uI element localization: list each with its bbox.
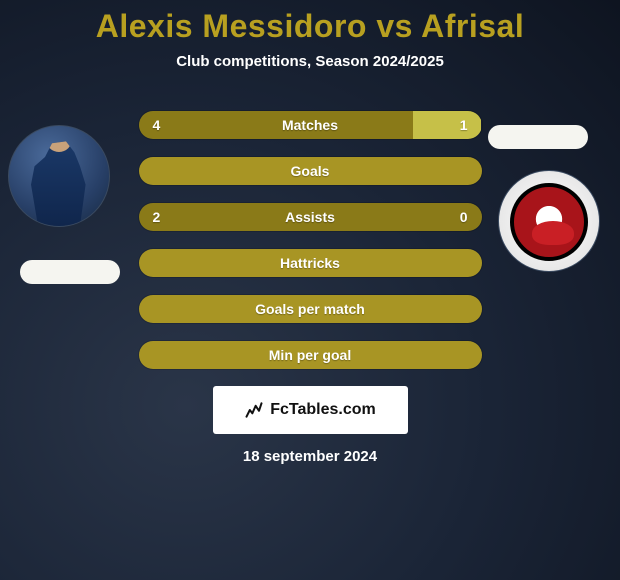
stat-bar-value-left: 4 bbox=[153, 111, 161, 139]
player-name-pill-left bbox=[20, 260, 120, 284]
date-text: 18 september 2024 bbox=[0, 448, 620, 465]
stat-bar-left-segment bbox=[139, 157, 311, 185]
stat-bar-row: Matches41 bbox=[138, 110, 483, 140]
player-silhouette-icon bbox=[24, 134, 94, 226]
stat-bars-container: Matches41GoalsAssists20HattricksGoals pe… bbox=[138, 110, 483, 370]
stat-bar-left-segment bbox=[139, 249, 311, 277]
player-avatar-left bbox=[8, 125, 110, 227]
stat-bar-value-left: 2 bbox=[153, 203, 161, 231]
stat-bar-right-segment bbox=[310, 249, 482, 277]
player-avatar-right bbox=[498, 170, 600, 272]
stat-bar-right-segment bbox=[310, 157, 482, 185]
stat-bar-row: Goals bbox=[138, 156, 483, 186]
stat-bar-row: Min per goal bbox=[138, 340, 483, 370]
player-name-pill-right bbox=[488, 125, 588, 149]
stat-bar-row: Goals per match bbox=[138, 294, 483, 324]
page-title: Alexis Messidoro vs Afrisal bbox=[0, 0, 620, 45]
stat-bar-row: Hattricks bbox=[138, 248, 483, 278]
fctables-logo-icon bbox=[244, 400, 264, 420]
footer-brand-pill: FcTables.com bbox=[213, 386, 408, 434]
stat-bar-right-segment bbox=[413, 111, 482, 139]
club-crest-icon bbox=[510, 183, 588, 261]
subtitle: Club competitions, Season 2024/2025 bbox=[0, 53, 620, 70]
footer-brand-text: FcTables.com bbox=[270, 401, 376, 419]
stat-bar-right-segment bbox=[310, 341, 482, 369]
stat-bar-right-segment bbox=[310, 295, 482, 323]
stat-bar-left-segment bbox=[139, 341, 311, 369]
stat-bar-value-right: 1 bbox=[460, 111, 468, 139]
stat-bar-left-segment bbox=[139, 203, 482, 231]
stat-bar-left-segment bbox=[139, 295, 311, 323]
stat-bar-row: Assists20 bbox=[138, 202, 483, 232]
stat-bar-left-segment bbox=[139, 111, 413, 139]
stat-bar-value-right: 0 bbox=[460, 203, 468, 231]
